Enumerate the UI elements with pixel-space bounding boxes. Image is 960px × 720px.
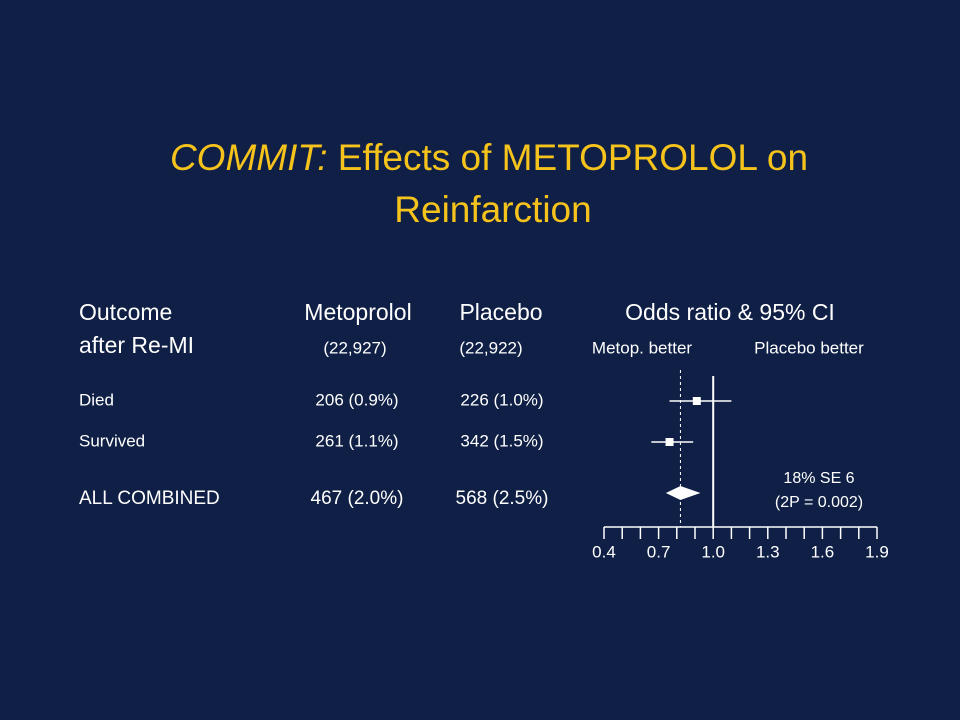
placebo-count: 226 (1.0%) xyxy=(460,390,543,409)
header: Placebo xyxy=(459,299,542,325)
point-estimate xyxy=(665,438,674,446)
header: Outcome xyxy=(79,299,172,325)
x-tick-label: 1.9 xyxy=(865,542,889,561)
direction-label: Placebo better xyxy=(754,338,864,357)
title-italic: COMMIT: xyxy=(170,137,328,178)
row-label: Survived xyxy=(79,431,145,450)
x-tick-label: 1.3 xyxy=(756,542,780,561)
metoprolol-count: 467 (2.0%) xyxy=(311,488,404,509)
x-tick-label: 1.0 xyxy=(701,542,725,561)
header-line2: (22,922) xyxy=(459,338,522,357)
annotation: (2P = 0.002) xyxy=(775,494,863,511)
metoprolol-count: 261 (1.1%) xyxy=(315,431,398,450)
row-label: ALL COMBINED xyxy=(79,488,220,509)
point-estimate xyxy=(692,397,701,405)
x-tick-label: 1.6 xyxy=(811,542,835,561)
row-label: Died xyxy=(79,390,114,409)
placebo-count: 568 (2.5%) xyxy=(456,488,549,509)
header: Metoprolol xyxy=(304,299,411,325)
header-line2: after Re-MI xyxy=(79,332,194,358)
x-tick-label: 0.7 xyxy=(647,542,671,561)
diamond xyxy=(665,486,701,500)
title-rest: Effects of METOPROLOL on xyxy=(338,137,808,178)
x-tick-label: 0.4 xyxy=(592,542,616,561)
header: Odds ratio & 95% CI xyxy=(625,299,835,325)
metoprolol-count: 206 (0.9%) xyxy=(315,390,398,409)
placebo-count: 342 (1.5%) xyxy=(460,431,543,450)
title: COMMIT: Effects of METOPROLOL on xyxy=(170,137,808,178)
annotation: 18% SE 6 xyxy=(783,470,854,487)
header-line2: (22,927) xyxy=(323,338,386,357)
direction-label: Metop. better xyxy=(592,338,693,357)
title-line2: Reinfarction xyxy=(394,189,591,230)
